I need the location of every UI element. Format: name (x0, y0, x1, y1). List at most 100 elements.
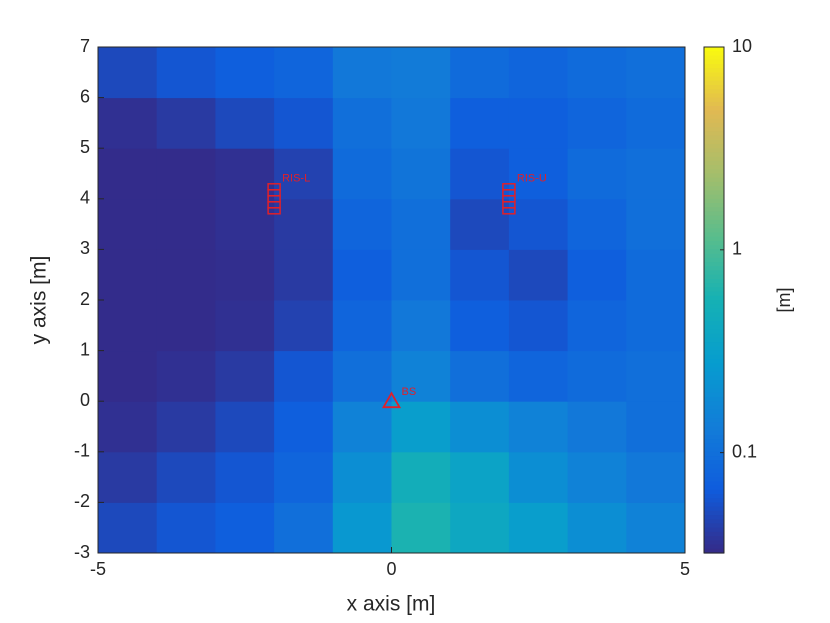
colorbar-segment (704, 190, 724, 196)
heat-cell (98, 97, 158, 149)
colorbar-segment (704, 363, 724, 369)
colorbar-segment (704, 122, 724, 128)
colorbar-segment (704, 236, 724, 242)
colorbar-segment (704, 519, 724, 525)
y-tick-label: 6 (80, 86, 90, 106)
heat-cell (332, 401, 392, 453)
y-tick-label: 5 (80, 137, 90, 157)
heat-cell (274, 148, 334, 200)
heat-cell (215, 198, 275, 250)
colorbar-segment (704, 106, 724, 111)
y-tick-label: 3 (80, 238, 90, 258)
colorbar-segment (704, 426, 724, 432)
heat-cell (508, 451, 569, 503)
colorbar-segment (704, 232, 724, 238)
heat-cell (626, 451, 686, 503)
colorbar-segment (704, 456, 724, 461)
heat-cell (98, 249, 158, 301)
colorbar-segment (704, 409, 724, 415)
colorbar-segment (704, 342, 724, 347)
heat-cell (508, 401, 569, 453)
heat-cell (332, 451, 392, 503)
colorbar-segment (704, 548, 724, 554)
ris-element (502, 207, 516, 215)
heat-cell (450, 401, 510, 453)
colorbar-segment (704, 418, 724, 423)
colorbar-segment (704, 72, 724, 78)
heat-cell (156, 97, 216, 149)
heat-cell (391, 97, 451, 149)
colorbar-segment (704, 304, 724, 310)
heat-cell (332, 249, 392, 301)
colorbar-segment (704, 181, 724, 187)
x-axis-label: x axis [m] (347, 593, 436, 616)
colorbar-segment (704, 527, 724, 533)
heat-cell (156, 47, 216, 99)
heat-cell (274, 300, 334, 352)
colorbar-segment (704, 266, 724, 272)
heat-cell (274, 401, 334, 453)
colorbar-segment (704, 472, 724, 478)
colorbar-segment (704, 139, 724, 145)
colorbar-segment (704, 148, 724, 154)
y-tick-label: 0 (80, 390, 90, 410)
colorbar-segment (704, 359, 724, 364)
y-tick-label: 2 (80, 289, 90, 309)
heat-cell (567, 502, 627, 554)
heat-cell (332, 350, 392, 402)
heat-cell (391, 198, 451, 250)
heat-cell (215, 451, 275, 503)
heat-cell (156, 451, 216, 503)
heat-cell (391, 350, 451, 402)
heat-cell (450, 47, 510, 99)
colorbar-segment (704, 485, 724, 491)
colorbar-segment (704, 422, 724, 428)
colorbar-segment (704, 371, 724, 377)
colorbar-segment (704, 337, 724, 343)
ris-element (267, 207, 281, 215)
colorbar-segment (704, 240, 724, 246)
heat-cell (274, 198, 334, 250)
y-axis-label: y axis [m] (28, 256, 51, 345)
heat-cell (626, 148, 686, 200)
colorbar-segment (704, 270, 724, 276)
heat-cell (98, 350, 158, 402)
heat-cell (274, 97, 334, 149)
heat-cell (391, 502, 451, 554)
colorbar-segment (704, 544, 724, 550)
heat-cell (567, 97, 627, 149)
colorbar-segment (704, 135, 724, 141)
heat-cell (156, 502, 216, 554)
marker-ris (502, 183, 516, 215)
heat-cell (626, 502, 686, 554)
heat-cell (391, 401, 451, 453)
heat-cell (156, 198, 216, 250)
colorbar-segment (704, 118, 724, 124)
marker-label: RIS-U (517, 173, 547, 185)
colorbar-segment (704, 354, 724, 360)
colorbar-segment (704, 506, 724, 512)
colorbar-segment (704, 110, 724, 116)
heat-cell (332, 300, 392, 352)
heat-cell (391, 47, 451, 99)
heat-cell (332, 97, 392, 149)
heat-cell (567, 401, 627, 453)
colorbar-segment (704, 515, 724, 520)
colorbar-segment (704, 219, 724, 225)
colorbar-segment (704, 430, 724, 436)
heat-cell (626, 350, 686, 402)
colorbar-segment (704, 481, 724, 487)
colorbar-segment (704, 380, 724, 385)
colorbar-segment (704, 143, 724, 149)
heat-cell (274, 502, 334, 554)
heat-cell (508, 502, 569, 554)
colorbar-segment (704, 498, 724, 503)
heat-cell (98, 300, 158, 352)
heat-cell (156, 300, 216, 352)
heat-cell (450, 97, 510, 149)
colorbar-segment (704, 333, 724, 339)
heat-cell (274, 47, 334, 99)
colorbar-segment (704, 160, 724, 166)
heat-cell (508, 350, 569, 402)
heat-cell (567, 198, 627, 250)
